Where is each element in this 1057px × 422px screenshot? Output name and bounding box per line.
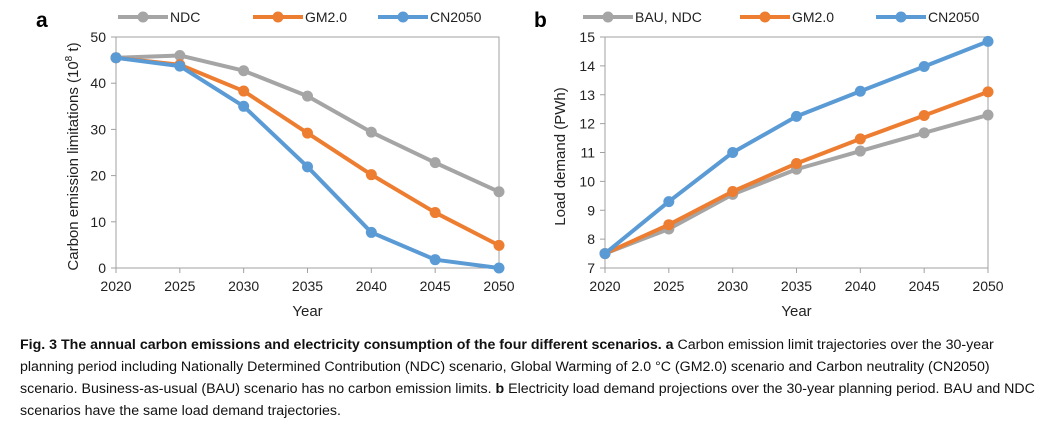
panel-a-xtick-label: 2045 [420, 278, 451, 294]
panel-b-series-cn2050-point [599, 248, 611, 260]
panel-b-xtick-label: 2025 [653, 278, 684, 294]
panel-b-series-bau-ndc-point [918, 127, 930, 139]
caption-b-letter: b [495, 381, 505, 397]
panel-a-series-ndc-point [493, 186, 505, 198]
panel-a-series-cn2050-point [429, 254, 441, 266]
panel-a-series-gm2-0-point [238, 85, 250, 97]
panel-b-series-bau-ndc-line [603, 112, 990, 256]
panel-b-ytick-label: 14 [579, 58, 595, 74]
panel-a-series-cn2050-point [493, 262, 505, 274]
panel-b-ytick-label: 8 [587, 231, 595, 247]
panel-a-x-axis-label: Year [292, 303, 322, 320]
panel-a-ytick-label: 20 [90, 168, 106, 184]
panel-b-series-cn2050-point [982, 35, 994, 47]
panel-a-y-axis-label-main: Carbon emission limitations (10 [65, 61, 82, 270]
panel-b-series-bau-ndc-legend-label: BAU, NDC [635, 9, 702, 25]
panel-b-x-axis-label: Year [781, 303, 811, 320]
panel-a-xtick-label: 2040 [356, 278, 387, 294]
panel-a-ytick-label: 50 [90, 29, 106, 45]
panel-a-ytick-label: 30 [90, 121, 106, 137]
panel-b-xtick-label: 2050 [972, 278, 1003, 294]
panel-b-series-cn2050-point [854, 85, 866, 97]
caption-a-letter: a [665, 337, 674, 353]
panel-b-ytick-label: 13 [579, 87, 595, 103]
panel-a-series-gm2-0-legend-label: GM2.0 [305, 9, 347, 25]
panel-a-series-gm2-0-point [302, 127, 313, 139]
panel-a-series-gm2-0-line [114, 55, 501, 248]
panel-a-series-cn2050-point [238, 100, 250, 112]
panel-a-panel-letter: a [36, 9, 48, 32]
panel-a-ytick-label: 10 [90, 214, 106, 230]
panel-a-ytick-label: 0 [98, 260, 106, 276]
panel-b-y-axis-label-main: Load demand (PWh) [552, 87, 569, 225]
panel-a-series-gm2-0-point [493, 239, 505, 251]
panel-b-series-bau-ndc-point [982, 109, 994, 121]
panel-a-series-ndc-point [429, 157, 441, 169]
panel-a-series-cn2050-point [174, 60, 186, 72]
panel-a-series-gm2-0-point [429, 207, 441, 219]
panel-a-xtick-label: 2030 [228, 278, 259, 294]
panel-b-series-gm2-0-point [918, 110, 930, 122]
panel-a-plot-frame [115, 36, 500, 269]
panel-a-series-ndc-legend-marker [137, 11, 149, 23]
panel-b-series-gm2-0-point [663, 219, 675, 231]
panel-a-series-ndc-point [302, 90, 313, 102]
panel-b-ytick-label: 11 [580, 145, 595, 161]
panel-b-series-bau-ndc-legend-marker [602, 11, 614, 23]
panel-b-series-cn2050-legend-marker [895, 11, 907, 23]
panel-a-xtick-label: 2050 [483, 278, 514, 294]
panel-a-series-cn2050-legend-marker [397, 11, 409, 23]
panel-b-series-bau-ndc-point [854, 145, 866, 157]
panel-b-series-gm2-0-point [791, 157, 802, 169]
panel-b-ytick-label: 10 [579, 173, 595, 189]
figure-caption: Fig. 3 The annual carbon emissions and e… [20, 334, 1042, 422]
panel-b-series-gm2-0-point [727, 185, 739, 197]
panel-a-series-gm2-0-legend-marker [272, 11, 284, 23]
panel-b-y-axis-label: Load demand (PWh) [552, 87, 569, 225]
caption-label: Fig. 3 The annual carbon emissions and e… [20, 337, 662, 353]
panel-b-panel-letter: b [534, 9, 547, 32]
panel-b-series-cn2050-point [727, 147, 739, 158]
panel-b-series-gm2-0-legend-label: GM2.0 [792, 9, 834, 25]
panel-b-series-cn2050-point [663, 196, 675, 208]
caption-b-text: Electricity load demand projections over… [20, 381, 1035, 419]
panel-b-xtick-label: 2040 [845, 278, 876, 294]
panel-a-series-ndc-point [174, 49, 186, 61]
panel-a-series-ndc-point [365, 126, 377, 138]
panel-a-series-cn2050-point [365, 226, 377, 238]
panel-b-xtick-label: 2035 [781, 278, 812, 294]
panel-b-xtick-label: 2020 [589, 278, 620, 294]
panel-b-ytick-label: 7 [587, 260, 595, 276]
panel-a-xtick-label: 2035 [292, 278, 323, 294]
panel-a-series-gm2-0-point [365, 169, 377, 181]
panel-a-series-cn2050-point [302, 161, 313, 173]
caption-a-text: Carbon emission limit trajectories over … [20, 337, 994, 397]
panel-a-xtick-label: 2025 [164, 278, 195, 294]
panel-b-ytick-label: 15 [579, 29, 595, 45]
panel-b-series-cn2050-point [918, 60, 930, 72]
panel-a-ytick-label: 40 [90, 75, 106, 91]
panel-b-series-cn2050-point [791, 110, 802, 122]
panel-b-ytick-label: 12 [579, 116, 595, 132]
panel-b-series-gm2-0-point [854, 133, 866, 145]
panel-a-y-axis-label: Carbon emission limitations (108 t) [64, 42, 82, 270]
panel-b-series-gm2-0-legend-marker [759, 11, 771, 23]
panel-b-xtick-label: 2045 [909, 278, 940, 294]
panel-a-series-ndc-point [238, 65, 250, 77]
panel-b-series-gm2-0-point [982, 86, 994, 98]
panel-b-series-cn2050-legend-label: CN2050 [928, 9, 980, 25]
panel-a-y-axis-label-end: t) [65, 42, 82, 55]
panel-a-series-cn2050-point [110, 52, 122, 64]
panel-a-series-cn2050-legend-label: CN2050 [430, 9, 482, 25]
panel-a-y-axis-label-sup: 8 [64, 55, 75, 61]
panel-b-chart: b 7 8 9 10 11 12 13 14 15 2020 2025 2030 2035 2040 2045… [534, 9, 1004, 320]
panel-b-series-cn2050-line [603, 39, 990, 256]
panel-b-ytick-label: 9 [587, 202, 595, 218]
panel-b-xtick-label: 2030 [717, 278, 748, 294]
panel-a-series-ndc-legend-label: NDC [170, 9, 200, 25]
panel-a-xtick-label: 2020 [100, 278, 131, 294]
